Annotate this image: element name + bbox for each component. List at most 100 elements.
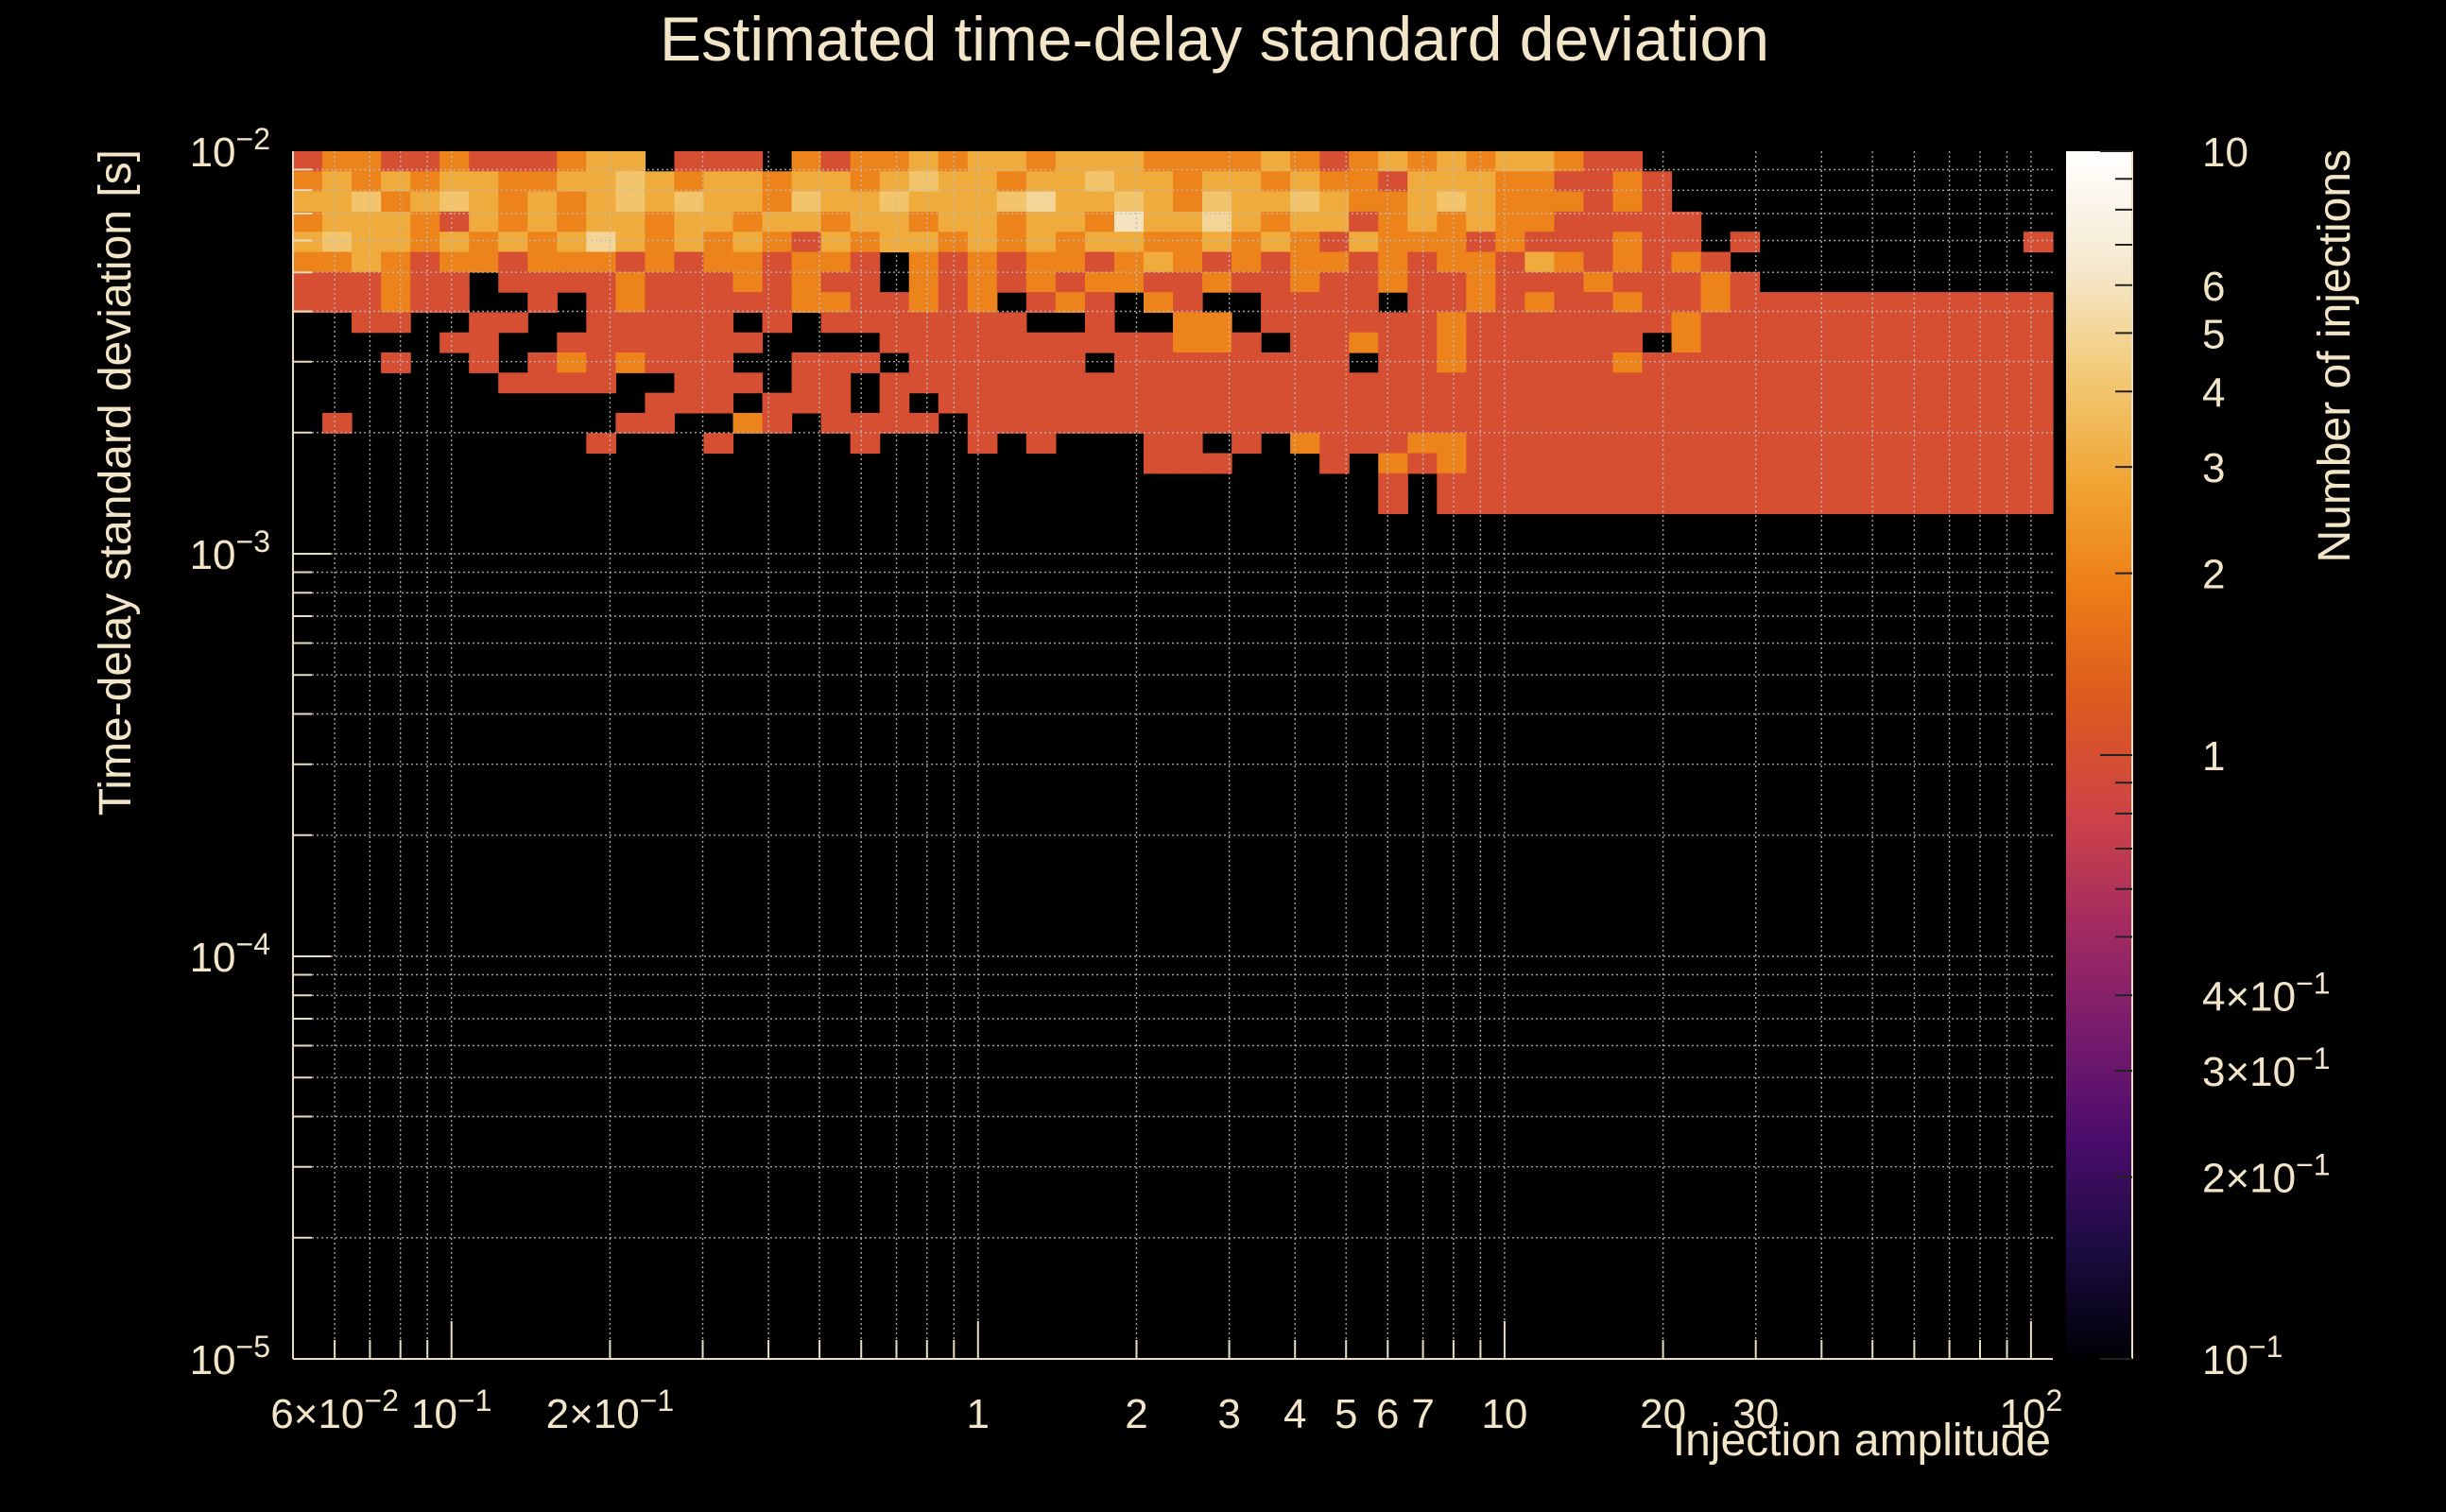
heatmap-cell bbox=[1671, 251, 1702, 273]
heatmap-cell bbox=[1495, 232, 1525, 253]
colorbar-segment bbox=[2066, 467, 2132, 473]
heatmap-cell bbox=[1554, 171, 1585, 193]
heatmap-cell bbox=[1261, 412, 1291, 434]
heatmap-cell bbox=[1612, 171, 1644, 193]
heatmap-cell bbox=[1554, 232, 1585, 253]
heatmap-cell bbox=[1319, 151, 1350, 172]
heatmap-cell bbox=[1173, 251, 1203, 273]
colorbar-segment bbox=[2066, 938, 2132, 945]
heatmap-cell bbox=[1261, 151, 1291, 172]
heatmap-cell bbox=[703, 171, 734, 193]
heatmap-cell bbox=[1700, 433, 1731, 455]
colorbar-segment bbox=[2066, 249, 2132, 256]
heatmap-cell bbox=[1788, 472, 1819, 494]
heatmap-cell bbox=[732, 151, 764, 172]
heatmap-cell bbox=[410, 292, 440, 313]
heatmap-cell bbox=[1495, 271, 1525, 293]
colorbar-segment bbox=[2066, 990, 2132, 997]
heatmap-cell bbox=[908, 292, 939, 313]
colorbar-segment bbox=[2066, 868, 2132, 874]
heatmap-cell bbox=[938, 232, 969, 253]
heatmap-cell bbox=[1495, 372, 1525, 394]
heatmap-cell bbox=[1554, 211, 1585, 232]
heatmap-cell bbox=[908, 372, 939, 394]
heatmap-cell bbox=[967, 412, 998, 434]
colorbar-segment bbox=[2066, 297, 2132, 303]
heatmap-cell bbox=[1642, 292, 1673, 313]
x-axis: 6×10−2 10−1 2×10−1 1 2 3 4 5 6 7 10 20 30 102 bbox=[270, 1321, 2062, 1437]
colorbar-segment bbox=[2066, 278, 2132, 284]
colorbar-segment bbox=[2066, 1175, 2132, 1180]
colorbar-tick-label: 10−1 bbox=[2202, 1330, 2282, 1383]
heatmap-cell bbox=[1437, 453, 1467, 474]
heatmap-cell bbox=[1993, 412, 2024, 434]
heatmap-cell bbox=[967, 191, 998, 213]
heatmap-cell bbox=[1113, 372, 1145, 394]
heatmap-cell bbox=[1173, 171, 1203, 193]
heatmap-cell bbox=[1700, 392, 1731, 414]
heatmap-cell bbox=[469, 232, 499, 253]
heatmap-cell bbox=[879, 412, 910, 434]
colorbar-segment bbox=[2066, 576, 2132, 581]
colorbar-segment bbox=[2066, 561, 2132, 567]
heatmap-cell bbox=[703, 251, 734, 273]
colorbar-segment bbox=[2066, 434, 2132, 440]
heatmap-cell bbox=[967, 433, 998, 455]
heatmap-cell bbox=[1437, 493, 1467, 514]
x-axis-label: Injection amplitude bbox=[1673, 1416, 2051, 1466]
heatmap-cell bbox=[1378, 191, 1408, 213]
colorbar-segment bbox=[2066, 764, 2132, 770]
colorbar-segment bbox=[2066, 462, 2132, 469]
heatmap-cell bbox=[1437, 271, 1467, 293]
heatmap-cell bbox=[1319, 171, 1350, 193]
heatmap-cell bbox=[1261, 211, 1291, 232]
heatmap-cell bbox=[498, 312, 528, 334]
heatmap-cell bbox=[1671, 433, 1702, 455]
heatmap-cell bbox=[1437, 412, 1467, 434]
heatmap-cell bbox=[1524, 352, 1556, 373]
heatmap-cell bbox=[1232, 232, 1262, 253]
heatmap-cell bbox=[1290, 412, 1320, 434]
heatmap-cell bbox=[2023, 433, 2054, 455]
heatmap-cell bbox=[1466, 171, 1496, 193]
heatmap-cell bbox=[1730, 271, 1761, 293]
heatmap-cell bbox=[293, 171, 323, 193]
x-tick-label: 7 bbox=[1411, 1391, 1434, 1437]
heatmap-cell bbox=[996, 271, 1027, 293]
heatmap-cell bbox=[1612, 453, 1644, 474]
heatmap-cell bbox=[1143, 433, 1174, 455]
heatmap-cell bbox=[1788, 292, 1819, 313]
heatmap-cell bbox=[2023, 352, 2054, 373]
x-tick-label: 6×10−2 bbox=[270, 1383, 399, 1437]
heatmap-cell bbox=[498, 251, 528, 273]
heatmap-cell bbox=[527, 271, 558, 293]
colorbar-segment bbox=[2066, 174, 2132, 180]
heatmap-cell bbox=[1143, 171, 1174, 193]
heatmap-cell bbox=[1202, 171, 1232, 193]
heatmap-cell bbox=[1232, 251, 1262, 273]
heatmap-cell bbox=[498, 211, 528, 232]
colorbar-segment bbox=[2066, 1316, 2132, 1322]
heatmap-cell bbox=[908, 151, 939, 172]
heatmap-cell bbox=[1025, 292, 1057, 313]
heatmap-cell bbox=[1495, 433, 1525, 455]
heatmap-cell bbox=[439, 251, 470, 273]
heatmap-cell bbox=[381, 271, 411, 293]
heatmap-cell bbox=[1349, 372, 1379, 394]
heatmap-cell bbox=[1349, 292, 1379, 313]
heatmap-cell bbox=[1524, 191, 1556, 213]
colorbar-segment bbox=[2066, 429, 2132, 436]
colorbar-segment bbox=[2066, 1340, 2132, 1346]
heatmap-cell bbox=[557, 271, 587, 293]
colorbar-segment bbox=[2066, 924, 2132, 931]
heatmap-cell bbox=[1025, 232, 1057, 253]
colorbar-segment bbox=[2066, 590, 2132, 595]
colorbar-segment bbox=[2066, 1179, 2132, 1185]
heatmap-cell bbox=[703, 312, 734, 334]
heatmap-cell bbox=[879, 312, 910, 334]
heatmap-cell bbox=[1671, 412, 1702, 434]
heatmap-cell bbox=[762, 211, 793, 232]
colorbar-segment bbox=[2066, 755, 2132, 761]
heatmap-cell bbox=[1524, 171, 1556, 193]
colorbar-segment bbox=[2066, 801, 2132, 808]
